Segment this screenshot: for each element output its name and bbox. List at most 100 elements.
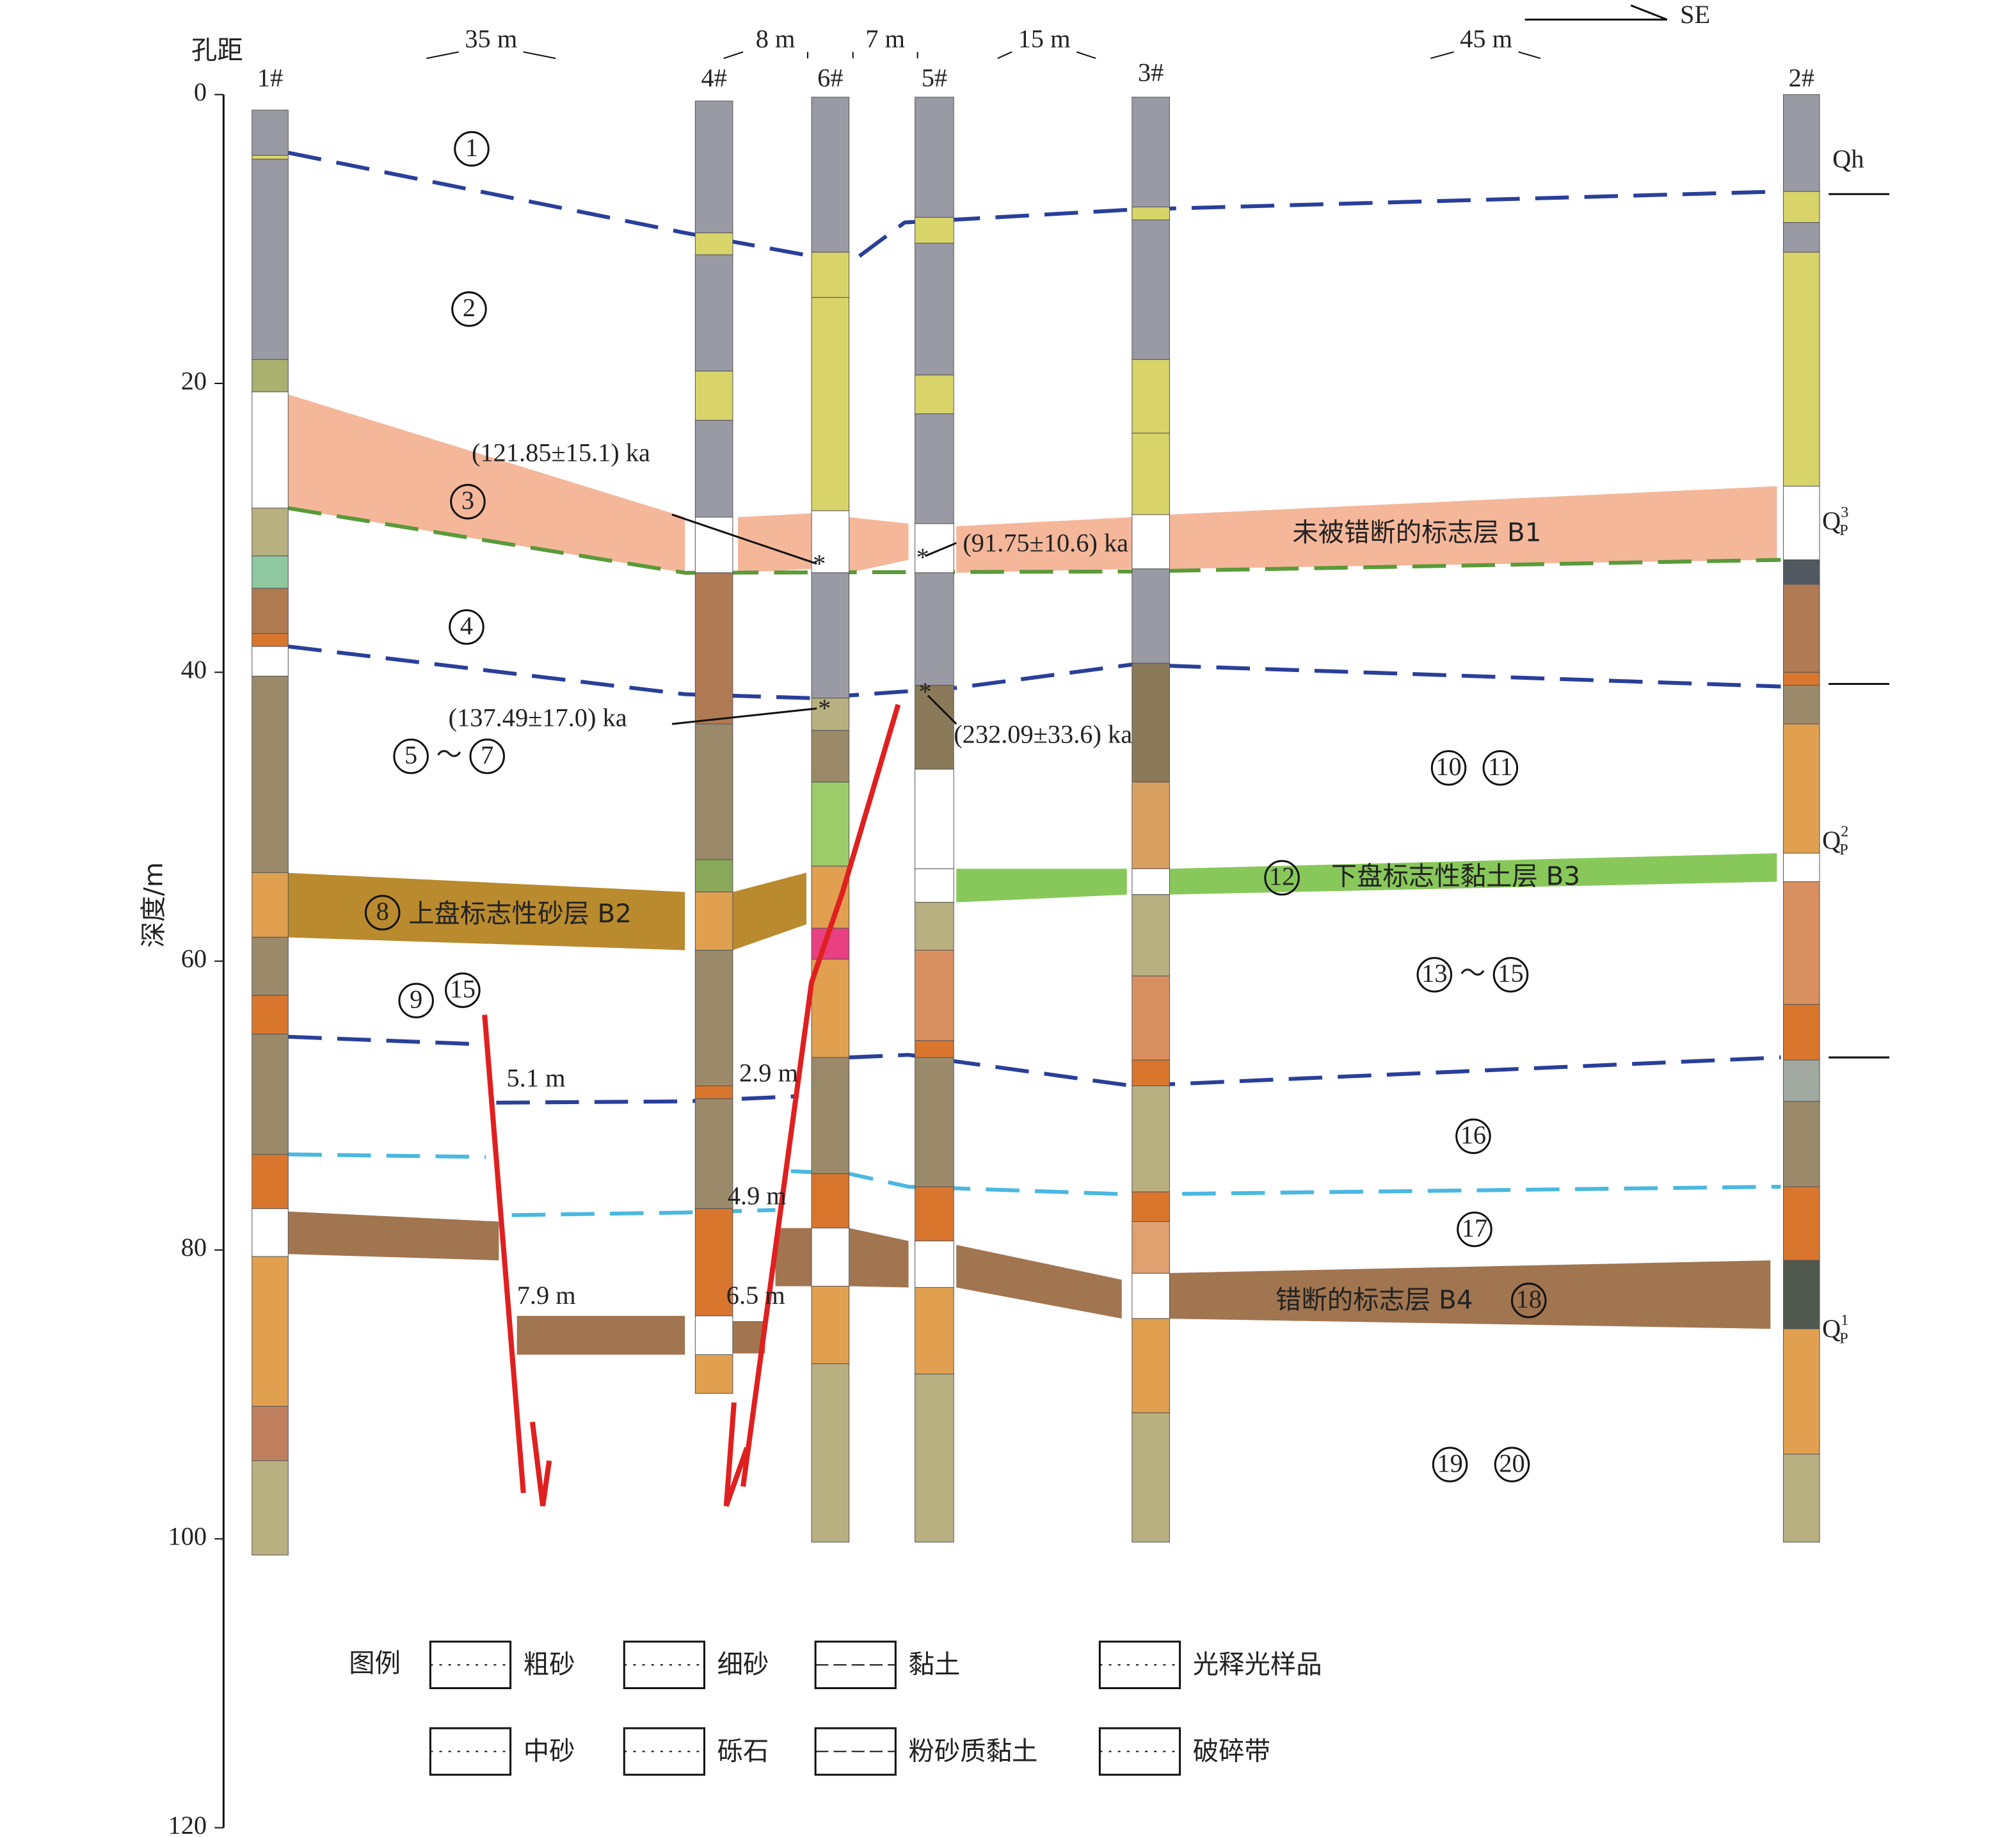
layer-circle	[445, 972, 481, 1008]
layer-segment	[915, 949, 954, 1041]
layer-number: 5	[404, 741, 417, 769]
layer-segment	[915, 217, 954, 244]
layer-circle	[450, 484, 486, 520]
borehole-label: 3#	[1138, 58, 1164, 87]
faults	[482, 703, 901, 1507]
layer-segment	[694, 892, 733, 951]
layer-segment	[694, 232, 733, 255]
layer-segment	[1783, 1260, 1820, 1329]
layer-circle	[1510, 1282, 1547, 1319]
layer-segment	[1132, 359, 1170, 434]
layer-segment	[1783, 486, 1820, 561]
layer-segment	[1132, 975, 1170, 1061]
layer-number: 18	[1516, 1285, 1542, 1313]
layer-segment	[694, 420, 733, 518]
boundary-line	[288, 1034, 486, 1047]
layer-segment	[252, 359, 289, 392]
spacing: 35 m	[465, 24, 517, 53]
band-b4	[731, 1320, 765, 1354]
layer-segment	[1132, 782, 1170, 869]
stage-label: Qh	[1832, 145, 1864, 173]
layer-segment	[915, 902, 954, 951]
band-b4	[1159, 1260, 1771, 1329]
spacing-arrow	[1076, 51, 1096, 60]
layer-segment	[915, 769, 954, 869]
layer-segment	[1132, 894, 1170, 977]
layer-segment	[915, 97, 954, 218]
stage-part: Q	[1822, 506, 1841, 535]
stage-part: Q	[1822, 826, 1841, 854]
borehole-label: 6#	[817, 63, 843, 92]
layer-segment	[252, 109, 289, 156]
legend-label: 砾石	[717, 1736, 769, 1766]
layer-segment	[915, 374, 954, 414]
layer-circle	[451, 291, 487, 327]
layer-segment	[252, 995, 289, 1035]
layer-number: 12	[1269, 862, 1295, 891]
layer-segment	[811, 297, 850, 511]
marker-bed: 未被错断的标志层 B1	[1292, 517, 1541, 547]
layer-number: 10	[1436, 752, 1461, 781]
layer-segment	[1783, 1004, 1820, 1061]
legend-swatch	[429, 1640, 512, 1689]
layer-segment	[1132, 1191, 1170, 1223]
spacing: 8 m	[756, 24, 796, 53]
layer-segment	[1783, 723, 1820, 854]
layer-segment	[1132, 220, 1170, 360]
layer-number: 17	[1462, 1214, 1487, 1242]
layer-segment	[1783, 1186, 1820, 1261]
boundary-line	[287, 150, 812, 259]
layer-segment	[915, 868, 954, 903]
stage-label: Q2 P	[1822, 822, 1848, 858]
layer-segment	[1783, 1328, 1820, 1455]
fault-arrow	[529, 1421, 552, 1507]
spacing-arrow	[1430, 51, 1454, 60]
axis-tick-label: 100	[168, 1521, 207, 1550]
osl-sample: *	[818, 694, 831, 723]
band-b4	[956, 1244, 1122, 1319]
band-b1	[849, 517, 909, 573]
band-b2	[283, 872, 685, 951]
pointer	[671, 707, 817, 725]
osl-sample: *	[919, 677, 932, 706]
pointer	[927, 694, 957, 725]
layer-number: 13	[1421, 959, 1447, 988]
boundary-line	[511, 1208, 776, 1217]
band-b4	[849, 1228, 909, 1288]
layer-segment	[694, 517, 733, 574]
layer-circle	[469, 738, 506, 774]
layer-segment	[252, 936, 289, 996]
layer-segment	[1783, 1454, 1820, 1543]
layer-segment	[1783, 671, 1820, 686]
layer-segment	[1132, 206, 1170, 221]
layer-segment	[1132, 514, 1170, 570]
axis-tick-label: 20	[181, 366, 207, 395]
direction-line	[1630, 4, 1668, 21]
legend-label: 破碎带	[1193, 1736, 1270, 1766]
boreholes	[252, 94, 1820, 1555]
borehole-label: 2#	[1789, 63, 1814, 92]
layer-segment	[252, 1208, 289, 1257]
layer-circle	[398, 983, 434, 1018]
layer-number: 15	[1498, 959, 1523, 988]
legend-swatch	[429, 1727, 512, 1776]
layer-segment	[811, 1285, 850, 1365]
stage-label: Q3 P	[1822, 504, 1848, 539]
spacing-label: 孔距	[191, 35, 243, 65]
legend-title: 图例	[349, 1648, 401, 1678]
legend-label: 光释光样品	[1193, 1649, 1322, 1680]
layer-circle	[1416, 957, 1453, 993]
boundary-line	[858, 189, 1781, 258]
layer-segment	[252, 155, 289, 160]
layer-segment	[811, 959, 850, 1058]
layer-circle	[1482, 750, 1519, 786]
layer-segment	[915, 1057, 954, 1187]
layer-segment	[252, 1406, 289, 1461]
layer-segment	[252, 588, 289, 634]
layer-segment	[694, 949, 733, 1086]
axis-tick-label: 60	[181, 944, 207, 973]
layer-segment	[252, 159, 289, 360]
age-label: (121.85±15.1) ka	[472, 438, 650, 467]
spacing: 7 m	[865, 24, 905, 53]
